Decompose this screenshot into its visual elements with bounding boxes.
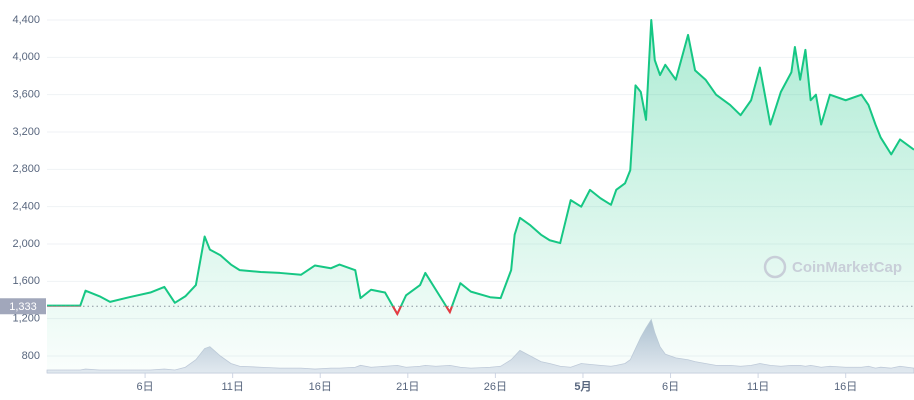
price-line xyxy=(47,18,914,316)
y-tick-label: 3,200 xyxy=(12,126,40,138)
reference-label-box xyxy=(0,298,46,315)
x-tick-label: 11日 xyxy=(747,381,769,393)
price-area xyxy=(47,19,914,374)
y-tick-label: 1,200 xyxy=(12,313,40,325)
watermark: CoinMarketCap xyxy=(763,255,902,279)
y-tick-label: 2,800 xyxy=(12,163,40,175)
x-tick-label: 11日 xyxy=(221,381,243,393)
y-tick-label: 2,400 xyxy=(12,201,40,213)
y-tick-label: 4,400 xyxy=(12,14,40,26)
watermark-logo xyxy=(763,255,787,279)
x-tick-label: 26日 xyxy=(484,381,507,393)
x-tick-label: 16日 xyxy=(834,381,857,393)
y-tick-label: 800 xyxy=(22,350,40,362)
y-tick-label: 3,600 xyxy=(12,89,40,101)
x-tick-label: 5月 xyxy=(574,380,591,393)
x-tick-label: 6日 xyxy=(662,381,679,393)
y-tick-label: 4,000 xyxy=(12,51,40,63)
y-tick-label: 2,000 xyxy=(12,238,40,250)
y-tick-label: 1,600 xyxy=(12,275,40,287)
x-tick-label: 16日 xyxy=(309,381,332,393)
x-tick-label: 6日 xyxy=(137,381,154,393)
reference-label: 1,333 xyxy=(9,301,37,313)
x-tick-label: 21日 xyxy=(396,381,419,393)
watermark-text: CoinMarketCap xyxy=(792,259,902,276)
